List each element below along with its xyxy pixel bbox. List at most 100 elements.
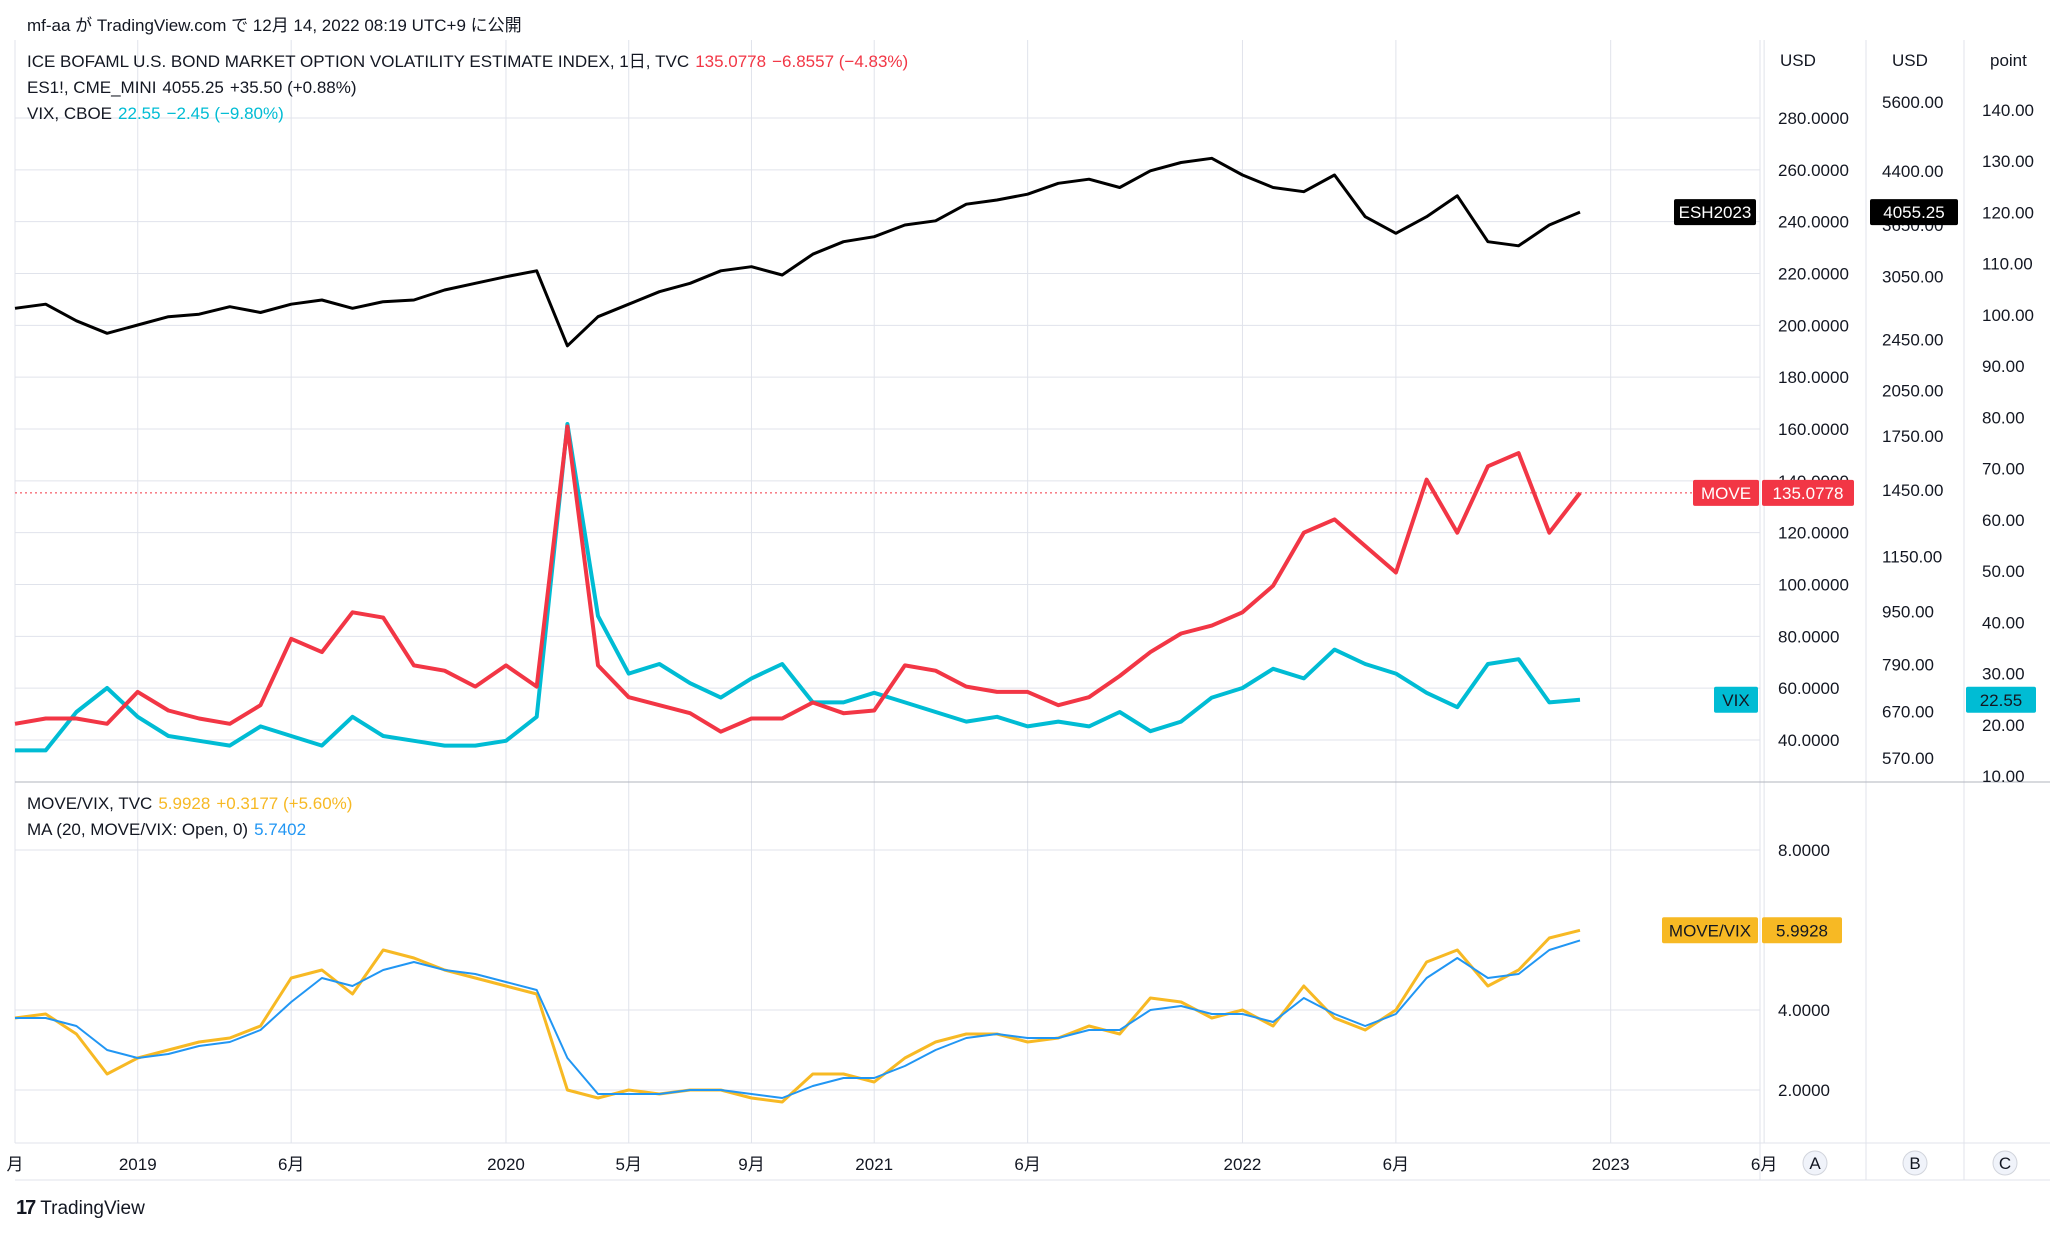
vix-axis-tick: 130.00 <box>1982 152 2034 171</box>
vix-axis-tick: 20.00 <box>1982 716 2025 735</box>
move-axis-tick: 40.0000 <box>1778 731 1839 750</box>
legend-move-title: ICE BOFAML U.S. BOND MARKET OPTION VOLAT… <box>27 52 690 71</box>
time-label: 2020 <box>487 1155 525 1174</box>
ratio-label-tag-bg <box>1662 917 1758 944</box>
move-axis-tick: 260.0000 <box>1778 161 1849 180</box>
move-axis-tick: 120.0000 <box>1778 524 1849 543</box>
vix-value-tag: 22.55 <box>1980 691 2023 710</box>
vix-axis-tick: 110.00 <box>1982 255 2033 274</box>
es-axis-tick: 1150.00 <box>1882 547 1942 566</box>
time-label: 2022 <box>1224 1155 1262 1174</box>
time-label: 6月 <box>1014 1155 1040 1174</box>
move-axis-tick: 60.0000 <box>1778 679 1839 698</box>
tradingview-logo[interactable]: 17 TradingView <box>16 1197 145 1220</box>
move-axis-tick: 160.0000 <box>1778 420 1849 439</box>
es-axis-tick: 950.00 <box>1882 602 1934 621</box>
legend-es-change: +35.50 (+0.88%) <box>229 78 357 97</box>
vix-axis-tick: 90.00 <box>1982 357 2025 376</box>
es-axis-tick: 2050.00 <box>1882 382 1943 401</box>
move-label-tag: MOVE <box>1701 484 1751 503</box>
vix-line <box>15 422 1581 753</box>
vix-axis-unit: point <box>1990 51 2027 70</box>
vix-axis-tick: 50.00 <box>1982 562 2025 581</box>
legend-bottom: MOVE/VIX, TVC 5.9928 +0.3177 (+5.60%) MA (… <box>27 791 358 843</box>
es-axis-tick: 790.00 <box>1882 655 1934 674</box>
time-label: 9月 <box>738 1155 764 1174</box>
move-axis-tick: 280.0000 <box>1778 109 1849 128</box>
time-label: 5月 <box>615 1155 641 1174</box>
legend-es[interactable]: ES1!, CME_MINI 4055.25 +35.50 (+0.88%) <box>27 75 914 101</box>
vix-axis-tick: 60.00 <box>1982 511 2025 530</box>
legend-move[interactable]: ICE BOFAML U.S. BOND MARKET OPTION VOLAT… <box>27 49 914 75</box>
vix-axis-tick: 40.00 <box>1982 613 2025 632</box>
legend-vix-value: 22.55 <box>118 104 161 123</box>
es-value-tag-bg <box>1870 199 1958 226</box>
move-line <box>14 424 1582 734</box>
time-label: 6月 <box>278 1155 304 1174</box>
time-label: 2019 <box>119 1155 157 1174</box>
es-axis-tick: 3050.00 <box>1882 267 1943 286</box>
es-axis-tick: 1450.00 <box>1882 481 1943 500</box>
move-axis-tick: 80.0000 <box>1778 627 1839 646</box>
ratio-value-tag: 5.9928 <box>1776 921 1828 940</box>
time-label: 月 <box>7 1155 24 1174</box>
vix-axis-tick: 120.00 <box>1982 203 2034 222</box>
legend-ratio-change: +0.3177 (+5.60%) <box>216 794 353 813</box>
publish-header: mf-aa が TradingView.com で 12月 14, 2022 0… <box>27 16 522 35</box>
ratio-axis-tick: 2.0000 <box>1778 1081 1830 1100</box>
legend-ratio-title: MOVE/VIX, TVC <box>27 794 153 813</box>
legend-ma-title: MA (20, MOVE/VIX: Open, 0) <box>27 820 249 839</box>
legend-move-value: 135.0778 <box>695 52 767 71</box>
time-label: 2023 <box>1592 1155 1630 1174</box>
legend-vix[interactable]: VIX, CBOE 22.55 −2.45 (−9.80%) <box>27 101 914 127</box>
vix-label-tag-bg <box>1714 686 1758 713</box>
ma-line <box>15 939 1581 1099</box>
tag-layer: ESH2023 4055.25 MOVE 135.0778 VIX 22.55 MOVE/V… <box>1662 199 2036 944</box>
legend-vix-change: −2.45 (−9.80%) <box>166 104 284 123</box>
scale-button-label: B <box>1909 1154 1920 1173</box>
vix-axis-tick: 100.00 <box>1982 306 2034 325</box>
vix-value-tag-bg <box>1966 686 2036 713</box>
es-line <box>14 156 1581 348</box>
es-axis-tick: 4400.00 <box>1882 162 1943 181</box>
move-axis-tick: 180.0000 <box>1778 368 1849 387</box>
ratio-label-tag: MOVE/VIX <box>1669 921 1751 940</box>
vix-label-tag: VIX <box>1722 691 1749 710</box>
ratio-axis-tick: 8.0000 <box>1778 841 1830 860</box>
legend-es-title: ES1!, CME_MINI <box>27 78 157 97</box>
legend-top: ICE BOFAML U.S. BOND MARKET OPTION VOLAT… <box>27 49 914 127</box>
legend-ratio[interactable]: MOVE/VIX, TVC 5.9928 +0.3177 (+5.60%) <box>27 791 358 817</box>
time-label: 6月 <box>1383 1155 1409 1174</box>
move-axis-tick: 220.0000 <box>1778 265 1849 284</box>
es-axis-unit: USD <box>1892 51 1928 70</box>
legend-ma[interactable]: MA (20, MOVE/VIX: Open, 0) 5.7402 <box>27 817 358 843</box>
legend-vix-title: VIX, CBOE <box>27 104 113 123</box>
es-value-tag: 4055.25 <box>1883 203 1944 222</box>
move-axis-tick: 200.0000 <box>1778 316 1849 335</box>
vix-axis-tick: 30.00 <box>1982 665 2025 684</box>
legend-es-value: 4055.25 <box>162 78 224 97</box>
move-axis-tick: 100.0000 <box>1778 576 1849 595</box>
time-label: 2021 <box>855 1155 893 1174</box>
scale-button-c[interactable] <box>1992 1150 2018 1176</box>
pane-borders <box>14 40 2050 1181</box>
move-axis-unit: USD <box>1780 51 1816 70</box>
es-label-tag: ESH2023 <box>1679 203 1752 222</box>
move-label-tag-bg <box>1693 479 1759 506</box>
vix-axis-tick: 10.00 <box>1982 767 2025 786</box>
move-axis-tick: 240.0000 <box>1778 213 1849 232</box>
es-label-tag-bg <box>1674 199 1756 226</box>
tradingview-icon: 17 <box>16 1197 36 1219</box>
legend-ratio-value: 5.9928 <box>158 794 211 813</box>
vix-axis-tick: 70.00 <box>1982 460 2025 479</box>
es-axis-tick: 670.00 <box>1882 703 1934 722</box>
scale-button-label: C <box>1999 1154 2011 1173</box>
es-axis-tick: 570.00 <box>1882 749 1934 768</box>
ratio-line <box>14 928 1581 1104</box>
vix-axis-tick: 140.00 <box>1982 101 2034 120</box>
time-label: 6月 <box>1751 1155 1777 1174</box>
scale-button-a[interactable] <box>1802 1150 1828 1176</box>
scale-button-b[interactable] <box>1902 1150 1928 1176</box>
move-value-tag-bg <box>1762 479 1854 506</box>
